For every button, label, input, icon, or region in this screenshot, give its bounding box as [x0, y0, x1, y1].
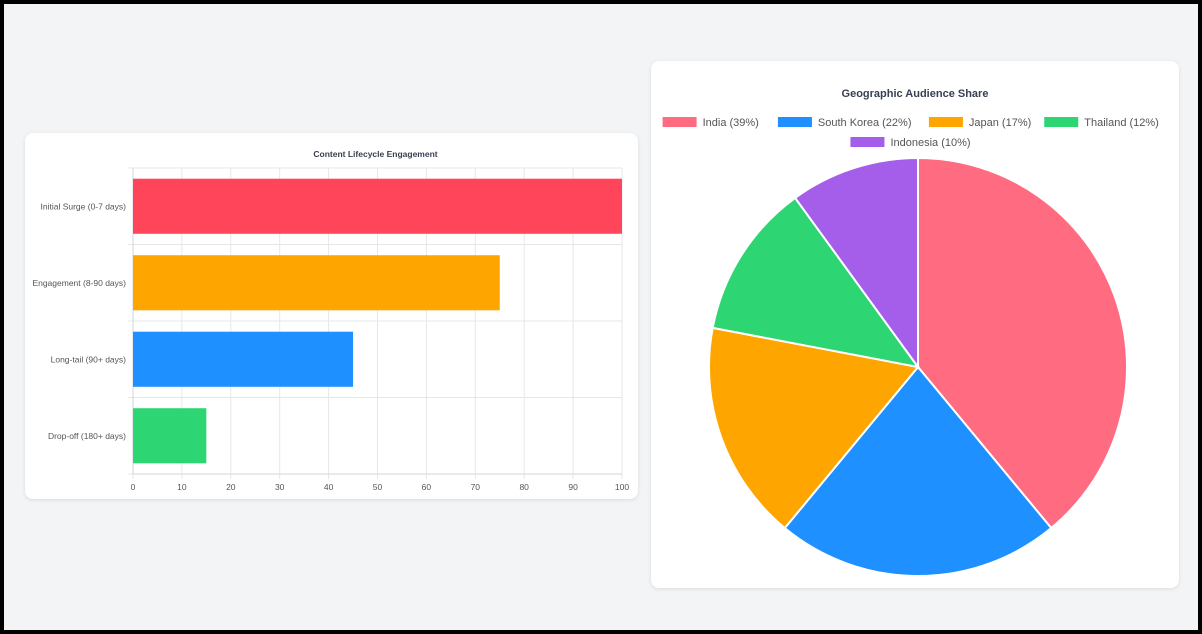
x-tick-label: 40 [324, 482, 334, 492]
legend-label[interactable]: Japan (17%) [969, 117, 1031, 129]
x-tick-label: 20 [226, 482, 236, 492]
audience-pie-chart: Geographic Audience Share India (39%) Sout… [662, 88, 1159, 578]
category-label: Engagement (8-90 days) [32, 278, 126, 288]
x-tick-label: 90 [568, 482, 578, 492]
x-tick-label: 80 [519, 482, 529, 492]
legend-label[interactable]: South Korea (22%) [818, 117, 912, 129]
x-tick-label: 60 [422, 482, 432, 492]
bar[interactable] [133, 331, 354, 387]
category-label: Long-tail (90+ days) [51, 354, 127, 364]
legend-swatch[interactable] [850, 137, 885, 147]
x-tick-label: 50 [373, 482, 383, 492]
bar-chart-title: Content Lifecycle Engagement [313, 149, 437, 159]
legend-label[interactable]: Thailand (12%) [1084, 117, 1159, 129]
legend-swatch[interactable] [928, 117, 963, 127]
x-tick-label: 30 [275, 482, 285, 492]
engagement-chart-card: Content Lifecycle Engagement 0 10 20 30 40 50 6… [25, 133, 638, 499]
pie-slice[interactable] [708, 326, 920, 530]
legend-swatch[interactable] [1044, 117, 1079, 127]
pie-slice[interactable] [711, 196, 921, 369]
category-label: Initial Surge (0-7 days) [40, 201, 126, 211]
x-tick-label: 70 [471, 482, 481, 492]
legend-label[interactable]: India (39%) [703, 117, 759, 129]
pie-slice[interactable] [783, 365, 1053, 578]
x-tick-label: 0 [131, 482, 136, 492]
pie-slice[interactable] [793, 156, 919, 371]
legend-swatch[interactable] [662, 117, 697, 127]
bar[interactable] [133, 178, 622, 234]
audience-chart-card: Geographic Audience Share India (39%) Sout… [651, 61, 1179, 588]
bar[interactable] [133, 408, 207, 464]
category-label: Drop-off (180+ days) [48, 431, 126, 441]
legend-swatch[interactable] [777, 117, 812, 127]
page-background: Content Lifecycle Engagement 0 10 20 30 40 50 6… [4, 4, 1198, 630]
pie-slice[interactable] [917, 156, 1128, 530]
x-tick-label: 100 [615, 482, 629, 492]
x-tick-label: 10 [177, 482, 187, 492]
legend-label[interactable]: Indonesia (10%) [890, 137, 970, 149]
pie-chart-title: Geographic Audience Share [842, 88, 989, 100]
engagement-bar-chart: Content Lifecycle Engagement 0 10 20 30 40 50 6… [32, 149, 629, 492]
bar[interactable] [133, 255, 500, 311]
